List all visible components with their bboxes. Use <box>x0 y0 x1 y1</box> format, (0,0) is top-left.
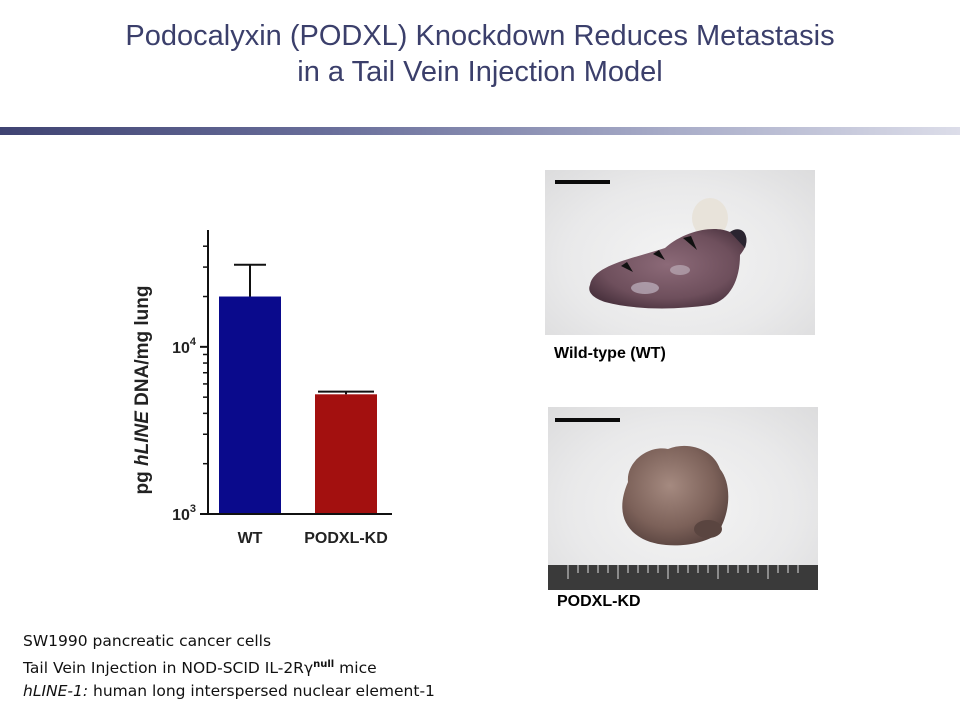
note-hline-def: human long interspersed nuclear element-… <box>88 682 435 701</box>
arrow-icon <box>621 262 633 272</box>
slide-title: Podocalyxin (PODXL) Knockdown Reduces Me… <box>0 18 960 90</box>
y-tick-base: 10 <box>172 340 190 357</box>
ruler <box>548 565 818 590</box>
null-superscript: null <box>313 659 335 670</box>
notes: SW1990 pancreatic cancer cells Tail Vein… <box>23 630 435 703</box>
note-injection: Tail Vein Injection in NOD-SCID IL-2Rγnu… <box>23 653 435 680</box>
svg-text:pg hLINE DNA/mg lung: pg hLINE DNA/mg lung <box>132 286 153 495</box>
gamma-symbol: γ <box>303 659 314 678</box>
title-line-1: Podocalyxin (PODXL) Knockdown Reduces Me… <box>125 20 835 52</box>
kd-lung-photo <box>548 407 818 590</box>
x-tick-label: WT <box>238 530 263 547</box>
title-line-2: in a Tail Vein Injection Model <box>297 56 663 88</box>
note-hline: hLINE-1: human long interspersed nuclear… <box>23 680 435 703</box>
kd-photo-caption: PODXL-KD <box>557 593 641 610</box>
note-injection-text: Tail Vein Injection in NOD-SCID IL-2R <box>23 659 304 678</box>
y-tick-base: 10 <box>172 507 190 524</box>
scale-bar <box>555 180 610 184</box>
note-hline-term: hLINE-1: <box>23 682 89 701</box>
arrow-icon <box>653 250 665 260</box>
y-axis-label: pg hLINE DNA/mg lung <box>132 286 153 495</box>
y-tick-exponent: 3 <box>190 503 196 515</box>
y-axis-label-italic: hLINE <box>132 410 153 466</box>
wt-lung-photo <box>545 170 815 335</box>
kd-lung-image <box>548 445 818 590</box>
note-cells: SW1990 pancreatic cancer cells <box>23 632 272 650</box>
y-tick-exponent: 4 <box>190 336 197 348</box>
bar-wt <box>219 296 281 514</box>
arrowhead-icon <box>683 236 697 250</box>
wt-lung-image <box>589 198 747 309</box>
y-tick-label: 103 <box>172 503 196 524</box>
y-axis-label-prefix: pg <box>132 466 153 495</box>
y-axis-label-suffix: DNA/mg lung <box>132 286 153 412</box>
bar-podxl-kd <box>315 394 377 514</box>
title-divider <box>0 127 960 135</box>
note-injection-end: mice <box>334 659 377 678</box>
x-tick-label: PODXL-KD <box>304 530 388 547</box>
scale-bar <box>555 418 620 422</box>
wt-photo-caption: Wild-type (WT) <box>554 345 666 362</box>
y-tick-label: 104 <box>172 336 197 357</box>
